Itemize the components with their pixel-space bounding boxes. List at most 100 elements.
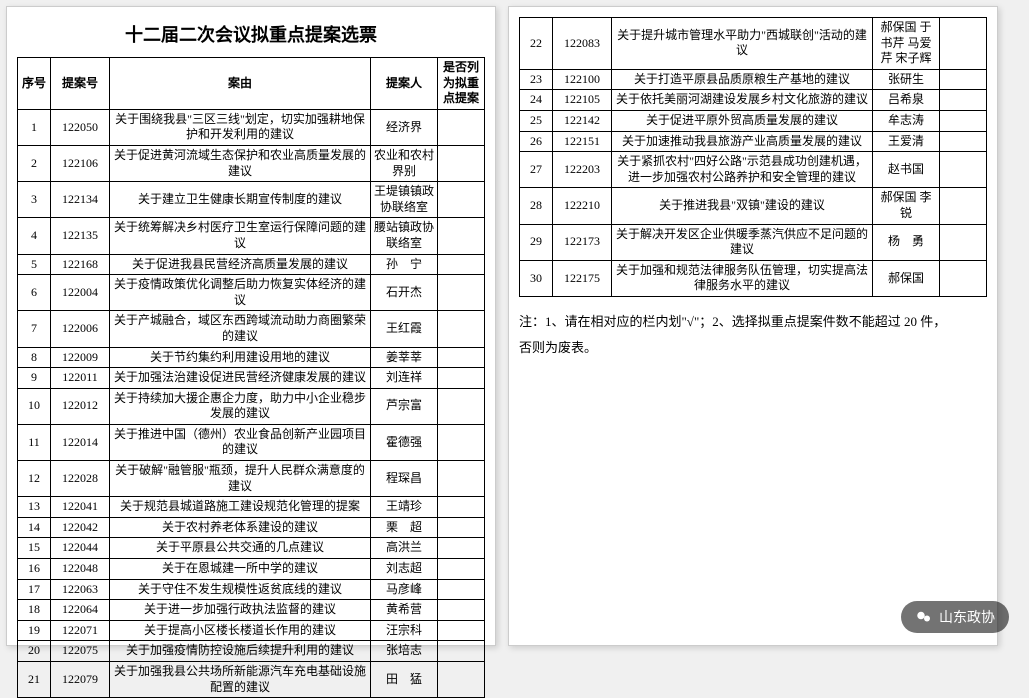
cell-flag[interactable]: [438, 275, 485, 311]
header-person: 提案人: [371, 58, 438, 110]
cell-idx: 11: [18, 424, 51, 460]
cell-subject: 关于加强我县公共场所新能源汽车充电基础设施配置的建议: [110, 662, 371, 698]
cell-num: 122064: [51, 600, 110, 621]
cell-idx: 21: [18, 662, 51, 698]
cell-flag[interactable]: [438, 182, 485, 218]
cell-num: 122006: [51, 311, 110, 347]
table-row: 16122048关于在恩城建一所中学的建议刘志超: [18, 559, 485, 580]
cell-subject: 关于促进我县民营经济高质量发展的建议: [110, 254, 371, 275]
cell-idx: 6: [18, 275, 51, 311]
cell-idx: 25: [520, 110, 553, 131]
cell-person: 王爱清: [873, 131, 940, 152]
cell-subject: 关于提高小区楼长楼道长作用的建议: [110, 620, 371, 641]
cell-flag[interactable]: [940, 18, 987, 70]
cell-person: 栗 超: [371, 517, 438, 538]
table-row: 29122173关于解决开发区企业供暖季蒸汽供应不足问题的建议杨 勇: [520, 224, 987, 260]
cell-idx: 10: [18, 388, 51, 424]
table-row: 5122168关于促进我县民营经济高质量发展的建议孙 宁: [18, 254, 485, 275]
cell-flag[interactable]: [438, 347, 485, 368]
table-row: 12122028关于破解"融管服"瓶颈，提升人民群众满意度的建议程琛昌: [18, 461, 485, 497]
cell-idx: 30: [520, 260, 553, 296]
cell-flag[interactable]: [438, 254, 485, 275]
table-row: 27122203关于紧抓农村"四好公路"示范县成功创建机遇，进一步加强农村公路养…: [520, 152, 987, 188]
cell-idx: 7: [18, 311, 51, 347]
table-row: 10122012关于持续加大援企惠企力度，助力中小企业稳步发展的建议芦宗富: [18, 388, 485, 424]
note-text: 注：1、请在相对应的栏内划"√"；2、选择拟重点提案件数不能超过 20 件， 否…: [519, 309, 987, 361]
cell-idx: 3: [18, 182, 51, 218]
cell-flag[interactable]: [438, 311, 485, 347]
cell-num: 122134: [51, 182, 110, 218]
cell-num: 122079: [51, 662, 110, 698]
cell-flag[interactable]: [438, 424, 485, 460]
wechat-source-badge[interactable]: 山东政协: [901, 601, 1009, 633]
cell-subject: 关于加速推动我县旅游产业高质量发展的建议: [612, 131, 873, 152]
cell-subject: 关于推进中国（德州）农业食品创新产业园项目的建议: [110, 424, 371, 460]
cell-person: 王靖珍: [371, 497, 438, 518]
table-row: 4122135关于统筹解决乡村医疗卫生室运行保障问题的建议腰站镇政协联络室: [18, 218, 485, 254]
cell-subject: 关于守住不发生规模性返贫底线的建议: [110, 579, 371, 600]
cell-person: 经济界: [371, 109, 438, 145]
cell-num: 122012: [51, 388, 110, 424]
cell-flag[interactable]: [940, 260, 987, 296]
cell-idx: 13: [18, 497, 51, 518]
table-row: 1122050关于围绕我县"三区三线"划定，切实加强耕地保护和开发利用的建议经济…: [18, 109, 485, 145]
cell-person: 刘志超: [371, 559, 438, 580]
cell-idx: 20: [18, 641, 51, 662]
cell-flag[interactable]: [438, 620, 485, 641]
cell-idx: 27: [520, 152, 553, 188]
table-header-row: 序号 提案号 案由 提案人 是否列为拟重点提案: [18, 58, 485, 110]
cell-flag[interactable]: [438, 600, 485, 621]
cell-person: 刘连祥: [371, 368, 438, 389]
cell-num: 122071: [51, 620, 110, 641]
cell-flag[interactable]: [438, 517, 485, 538]
cell-num: 122173: [553, 224, 612, 260]
cell-flag[interactable]: [438, 461, 485, 497]
cell-num: 122042: [51, 517, 110, 538]
cell-idx: 23: [520, 69, 553, 90]
cell-num: 122106: [51, 145, 110, 181]
cell-subject: 关于农村养老体系建设的建议: [110, 517, 371, 538]
cell-flag[interactable]: [438, 368, 485, 389]
cell-num: 122083: [553, 18, 612, 70]
cell-flag[interactable]: [438, 218, 485, 254]
cell-idx: 15: [18, 538, 51, 559]
cell-num: 122041: [51, 497, 110, 518]
cell-idx: 26: [520, 131, 553, 152]
cell-flag[interactable]: [438, 579, 485, 600]
table-row: 11122014关于推进中国（德州）农业食品创新产业园项目的建议霍德强: [18, 424, 485, 460]
cell-flag[interactable]: [438, 109, 485, 145]
cell-person: 郝保国: [873, 260, 940, 296]
cell-flag[interactable]: [438, 497, 485, 518]
cell-flag[interactable]: [940, 131, 987, 152]
cell-num: 122168: [51, 254, 110, 275]
cell-person: 吕希泉: [873, 90, 940, 111]
cell-flag[interactable]: [438, 388, 485, 424]
cell-subject: 关于促进平原外贸高质量发展的建议: [612, 110, 873, 131]
table-row: 9122011关于加强法治建设促进民营经济健康发展的建议刘连祥: [18, 368, 485, 389]
cell-flag[interactable]: [438, 538, 485, 559]
cell-flag[interactable]: [940, 110, 987, 131]
cell-flag[interactable]: [438, 559, 485, 580]
cell-flag[interactable]: [940, 90, 987, 111]
cell-person: 霍德强: [371, 424, 438, 460]
cell-flag[interactable]: [940, 188, 987, 224]
cell-flag[interactable]: [940, 224, 987, 260]
cell-flag[interactable]: [438, 662, 485, 698]
cell-flag[interactable]: [940, 152, 987, 188]
cell-idx: 4: [18, 218, 51, 254]
cell-num: 122210: [553, 188, 612, 224]
cell-idx: 19: [18, 620, 51, 641]
cell-num: 122075: [51, 641, 110, 662]
badge-label: 山东政协: [939, 607, 995, 627]
cell-subject: 关于提升城市管理水平助力"西城联创"活动的建议: [612, 18, 873, 70]
page-1: 十二届二次会议拟重点提案选票 序号 提案号 案由 提案人 是否列为拟重点提案 1…: [6, 6, 496, 646]
header-idx: 序号: [18, 58, 51, 110]
table-row: 13122041关于规范县城道路施工建设规范化管理的提案王靖珍: [18, 497, 485, 518]
wechat-icon: [915, 608, 933, 626]
cell-idx: 5: [18, 254, 51, 275]
cell-subject: 关于疫情政策优化调整后助力恢复实体经济的建议: [110, 275, 371, 311]
cell-idx: 24: [520, 90, 553, 111]
cell-flag[interactable]: [438, 145, 485, 181]
cell-flag[interactable]: [438, 641, 485, 662]
cell-flag[interactable]: [940, 69, 987, 90]
